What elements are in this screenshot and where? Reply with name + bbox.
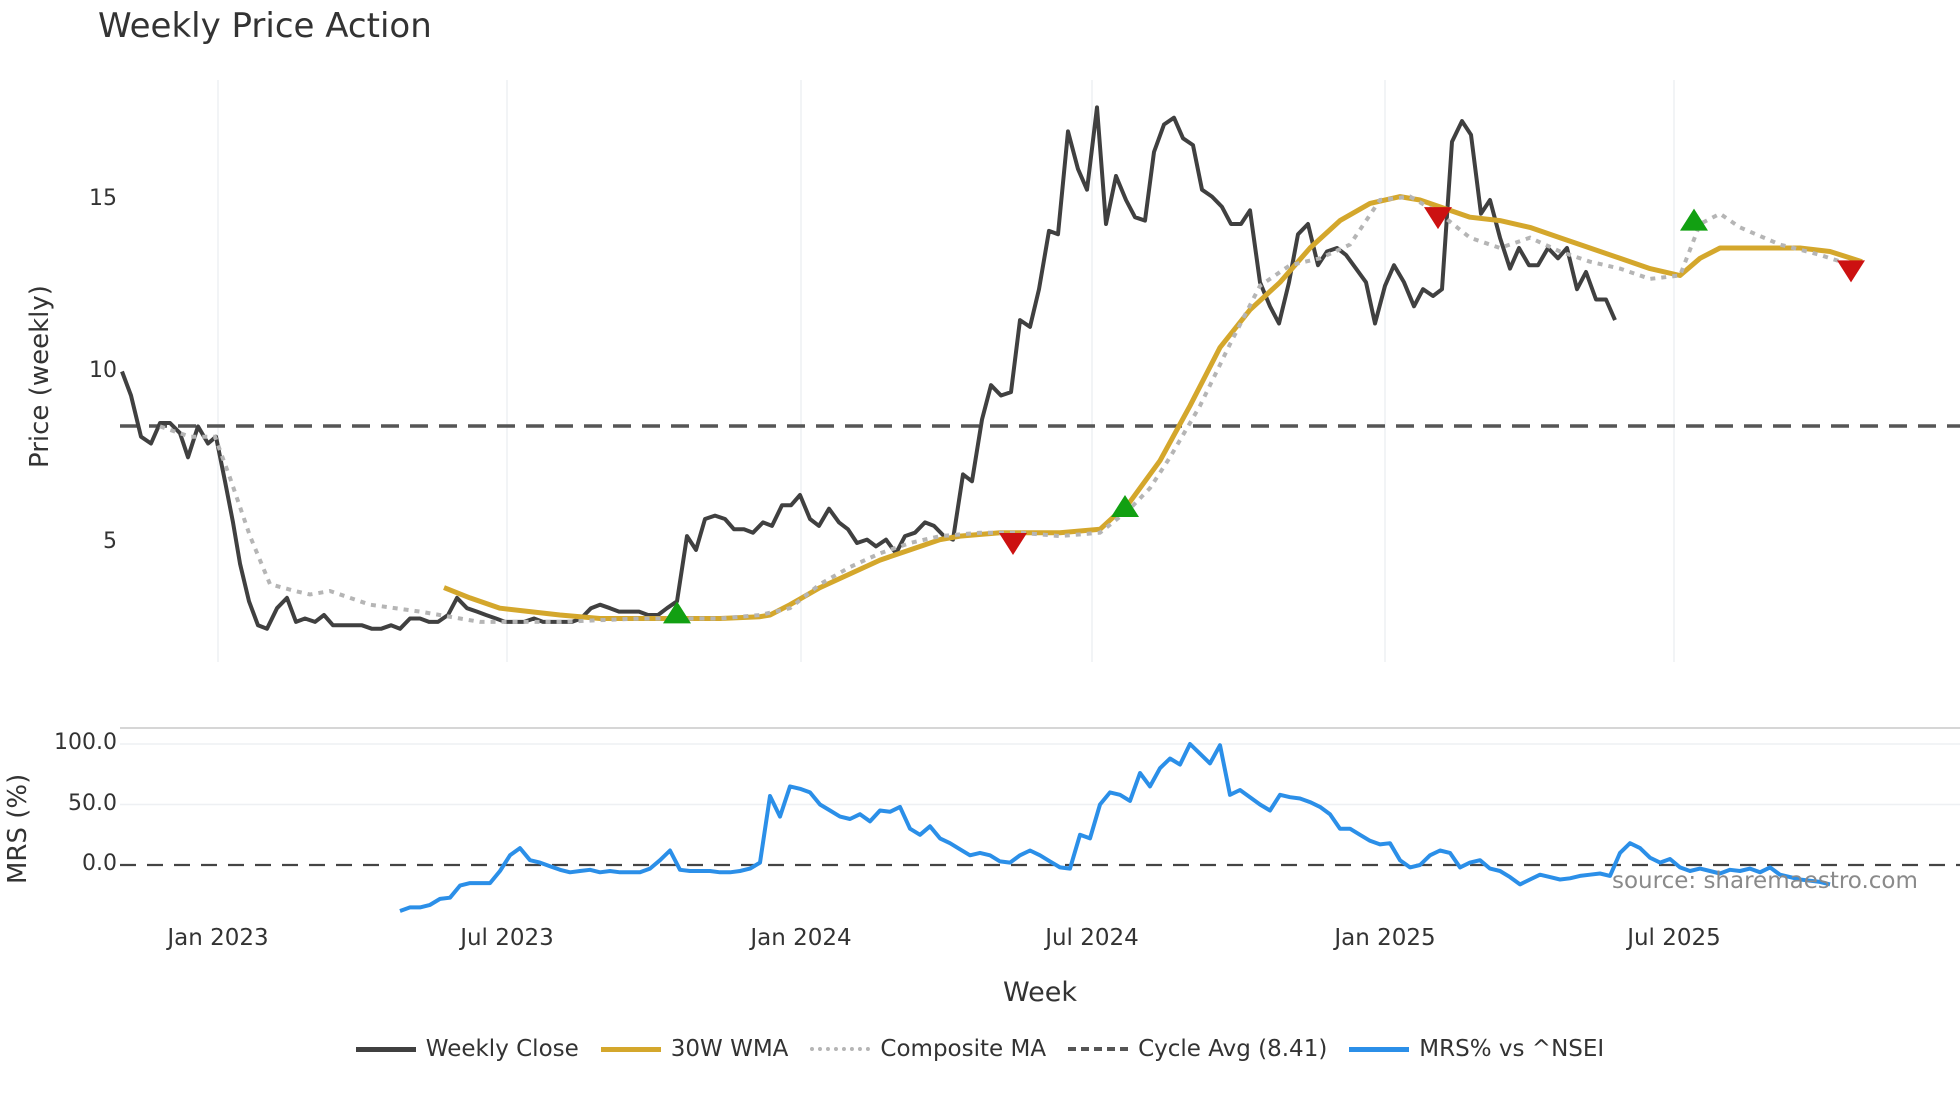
price-y-tick: 15 <box>89 186 117 211</box>
buy-signal-marker <box>1111 494 1139 517</box>
x-tick-label: Jan 2025 <box>1334 925 1436 951</box>
mrs-y-tick: 100.0 <box>54 730 117 755</box>
legend-label: Cycle Avg (8.41) <box>1138 1036 1328 1062</box>
mrs-y-tick: 0.0 <box>82 851 117 876</box>
price-y-tick: 5 <box>103 529 117 554</box>
mrs-y-axis-title: MRS (%) <box>3 773 33 884</box>
legend-item[interactable]: Composite MA <box>810 1036 1046 1062</box>
sell-signal-marker <box>1424 207 1452 230</box>
legend-item[interactable]: 30W WMA <box>600 1036 789 1062</box>
price-y-axis-title: Price (weekly) <box>25 285 55 468</box>
legend-swatch-icon <box>600 1046 661 1052</box>
legend: Weekly Close 30W WMA Composite MA Cycle Avg… <box>0 1036 1960 1062</box>
buy-signal-marker <box>1680 208 1708 231</box>
x-tick-label: Jul 2025 <box>1627 925 1721 951</box>
legend-swatch-icon <box>1068 1047 1129 1051</box>
buy-signal-marker <box>663 601 691 624</box>
legend-item[interactable]: MRS% vs ^NSEI <box>1349 1036 1604 1062</box>
gridlines <box>120 80 1960 806</box>
price-y-tick: 10 <box>89 357 117 383</box>
legend-label: Weekly Close <box>425 1036 579 1062</box>
legend-swatch-icon <box>810 1047 871 1051</box>
source-note: source: sharemaestro.com <box>1612 868 1918 894</box>
legend-label: Composite MA <box>880 1036 1047 1062</box>
legend-label: MRS% vs ^NSEI <box>1419 1036 1605 1062</box>
sell-signal-marker <box>1837 260 1865 283</box>
wma-line <box>443 194 1863 621</box>
legend-label: 30W WMA <box>670 1036 789 1062</box>
x-axis-title: Week <box>1003 977 1077 1008</box>
composite-ma-line <box>159 194 1863 624</box>
x-tick-label: Jul 2023 <box>460 925 554 951</box>
price-panel <box>120 105 1960 631</box>
legend-swatch-icon <box>355 1046 416 1052</box>
legend-swatch-icon <box>1349 1046 1410 1052</box>
x-tick-label: Jan 2023 <box>167 925 269 951</box>
x-tick-label: Jan 2024 <box>750 925 852 951</box>
legend-item[interactable]: Cycle Avg (8.41) <box>1068 1036 1327 1062</box>
chart-title: Weekly Price Action <box>98 6 432 46</box>
weekly-close-line <box>120 105 1617 631</box>
mrs-panel <box>120 742 1960 913</box>
x-tick-label: Jul 2024 <box>1045 925 1139 951</box>
sell-signal-marker <box>999 533 1027 555</box>
legend-item[interactable]: Weekly Close <box>355 1036 579 1062</box>
mrs-line <box>399 742 1831 913</box>
mrs-y-tick: 50.0 <box>68 790 117 816</box>
